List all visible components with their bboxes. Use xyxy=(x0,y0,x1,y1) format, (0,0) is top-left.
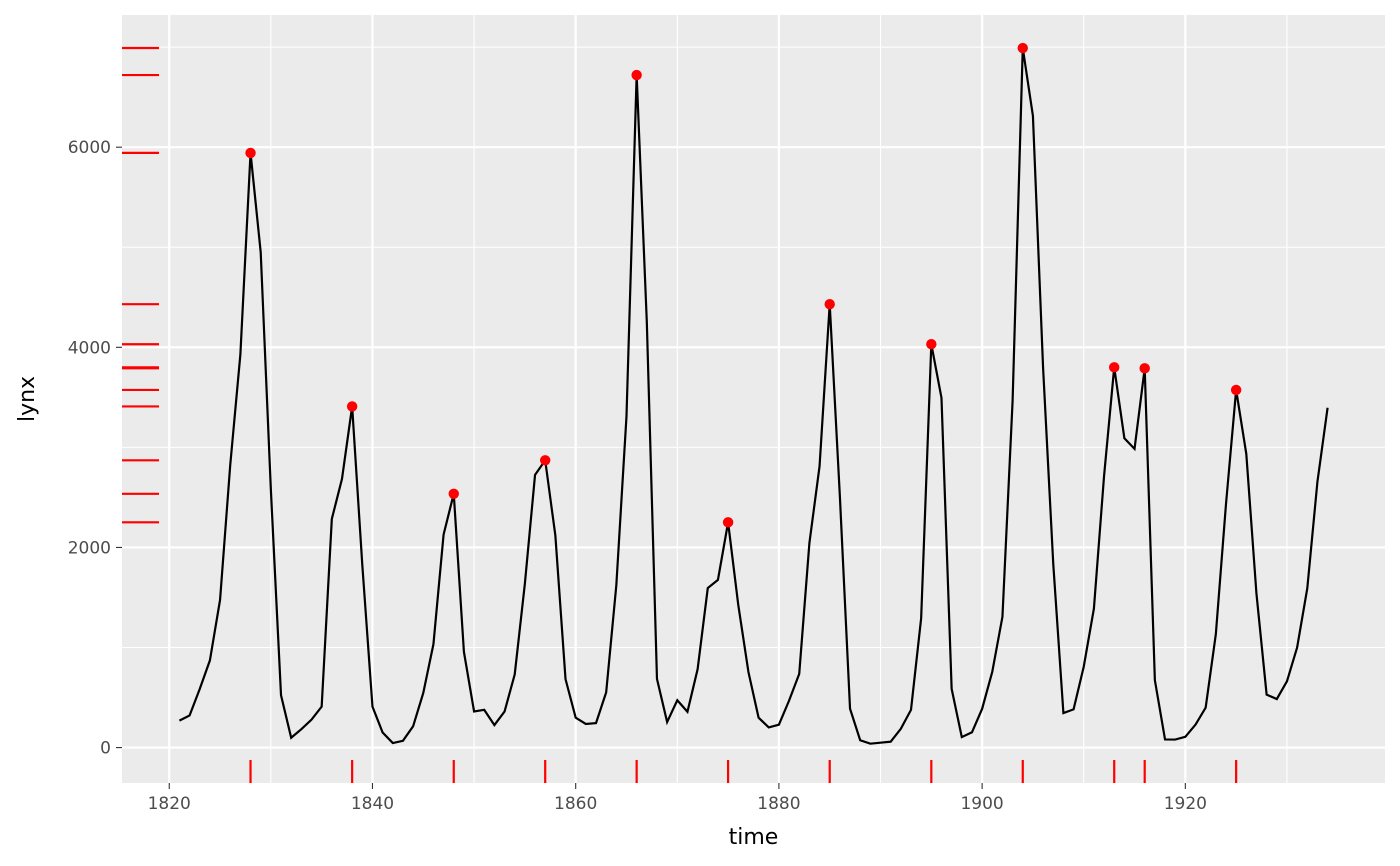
peak-point xyxy=(448,488,459,500)
peak-point xyxy=(1017,42,1028,54)
x-tick-label: 1900 xyxy=(960,794,1003,814)
plot-panel xyxy=(122,15,1385,783)
peak-points xyxy=(245,42,1242,528)
x-tick-label: 1840 xyxy=(351,794,394,814)
peak-point xyxy=(631,69,642,81)
y-tick-label: 4000 xyxy=(68,338,111,358)
y-tick-label: 6000 xyxy=(68,138,111,158)
peak-point xyxy=(1109,362,1120,373)
x-axis: 1820 1840 1860 1880 1900 1920 xyxy=(148,783,1207,814)
x-tick-label: 1880 xyxy=(757,794,800,814)
x-tick-label: 1820 xyxy=(148,794,191,814)
peak-point xyxy=(346,401,358,412)
peak-point xyxy=(722,517,734,528)
y-rug xyxy=(122,46,159,524)
peak-point xyxy=(1139,363,1150,374)
lynx-series-line xyxy=(178,47,1329,745)
y-tick-label: 2000 xyxy=(68,538,111,558)
y-axis: 0 2000 4000 6000 xyxy=(68,138,122,759)
x-axis-title: time xyxy=(729,825,779,850)
y-axis-title: lynx xyxy=(15,376,40,422)
peak-point xyxy=(926,339,937,350)
peak-point xyxy=(540,455,551,466)
x-rug xyxy=(249,760,1238,783)
y-tick-label: 0 xyxy=(100,739,111,759)
major-gridlines xyxy=(122,15,1385,783)
peak-point xyxy=(245,147,256,159)
x-tick-label: 1920 xyxy=(1164,794,1207,814)
peak-point xyxy=(824,298,835,310)
x-tick-label: 1860 xyxy=(554,794,597,814)
minor-gridlines xyxy=(122,15,1385,783)
peak-point xyxy=(1230,384,1242,396)
